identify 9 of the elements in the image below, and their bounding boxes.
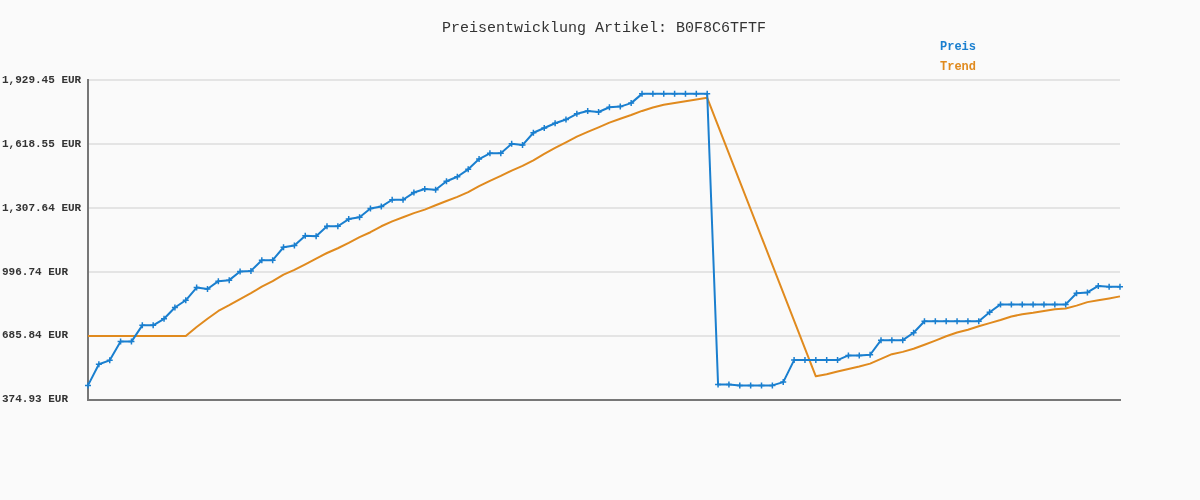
chart-title: Preisentwicklung Artikel: B0F8C6TFTF xyxy=(441,19,767,37)
y-tick-label: 1,929.45 EUR xyxy=(2,73,82,86)
y-tick-label: 1,618.55 EUR xyxy=(2,137,82,150)
y-tick-label: 996.74 EUR xyxy=(2,265,69,278)
text: Preis xyxy=(940,40,977,55)
text: Trend xyxy=(940,60,977,75)
y-tick-label: 374.93 EUR xyxy=(2,393,69,406)
y-tick-label: 685.84 EUR xyxy=(2,329,69,342)
y-tick-label: 1,307.64 EUR xyxy=(2,201,82,214)
